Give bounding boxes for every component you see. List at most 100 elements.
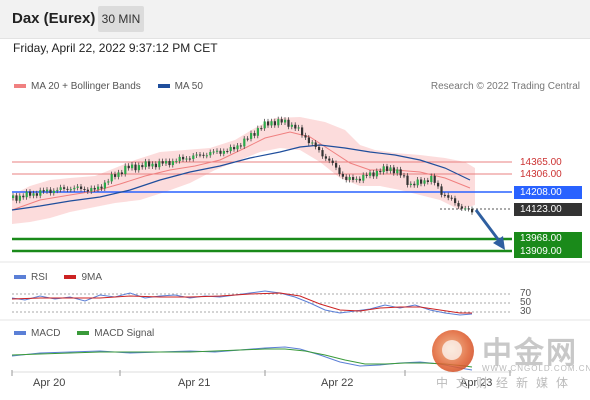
- candle-body: [345, 176, 348, 180]
- rsi-level-label-70: 70: [520, 288, 532, 299]
- candle-body: [304, 135, 307, 138]
- legend-swatch: [64, 275, 77, 280]
- candle-body: [382, 166, 385, 173]
- candle-body: [131, 164, 134, 169]
- candle-body: [423, 180, 426, 184]
- macd-legend: MACD MACD Signal: [14, 328, 168, 339]
- candle-body: [80, 186, 83, 189]
- candle-body: [416, 179, 419, 186]
- rsi-level-label-50: 50: [520, 297, 532, 308]
- x-label-apr21: Apr 21: [178, 377, 211, 389]
- candle-body: [239, 145, 242, 147]
- candle-body: [287, 119, 290, 127]
- candle-body: [83, 188, 86, 190]
- candle-body: [165, 161, 168, 164]
- candle-body: [73, 187, 76, 190]
- candle-body: [372, 172, 375, 177]
- candle-body: [246, 138, 249, 140]
- candle-body: [90, 187, 93, 192]
- candle-body: [355, 178, 358, 180]
- x-label-apr20: Apr 20: [33, 377, 66, 389]
- candle-body: [464, 208, 467, 210]
- candle-body: [297, 127, 300, 129]
- candle-body: [93, 187, 96, 190]
- candle-body: [171, 161, 174, 166]
- candle-body: [168, 161, 171, 166]
- candle-body: [270, 121, 273, 126]
- candle-body: [216, 150, 219, 152]
- candle-body: [260, 128, 263, 130]
- candle-body: [263, 121, 266, 129]
- legend-ma50: MA 50: [157, 81, 203, 92]
- candle-body: [358, 178, 361, 181]
- legend-swatch: [157, 84, 170, 89]
- candle-body: [66, 188, 69, 190]
- legend-label-9ma: 9MA: [81, 272, 103, 283]
- candle-body: [205, 155, 208, 157]
- candle-body: [185, 158, 188, 160]
- candle-body: [151, 163, 154, 167]
- rsi-9ma-line: [11, 292, 472, 314]
- candle-body: [321, 150, 324, 157]
- candle-body: [63, 187, 66, 189]
- candle-body: [25, 191, 28, 198]
- candle-body: [403, 175, 406, 177]
- rsi-legend: RSI 9MA: [14, 272, 116, 283]
- candle-body: [182, 156, 185, 160]
- projection-arrow-head: [493, 236, 505, 250]
- candle-body: [396, 169, 399, 174]
- macd-line: [11, 346, 473, 371]
- legend-swatch: [14, 331, 26, 336]
- candle-body: [175, 161, 178, 163]
- candle-body: [100, 186, 103, 189]
- candle-body: [392, 167, 395, 174]
- timeframe-button[interactable]: 30 MIN: [98, 6, 144, 32]
- legend-swatch: [77, 331, 90, 336]
- candle-body: [195, 154, 198, 156]
- legend-label-macd-signal: MACD Signal: [94, 328, 155, 339]
- price-label-14208: 14208.00: [514, 186, 582, 199]
- legend-label-rsi: RSI: [31, 272, 48, 283]
- candle-body: [134, 164, 137, 171]
- candle-body: [460, 206, 463, 209]
- legend-label: MA 20 + Bollinger Bands: [31, 81, 141, 92]
- candle-body: [311, 142, 314, 144]
- candle-body: [406, 175, 409, 185]
- candle-body: [280, 119, 283, 123]
- candle-body: [324, 156, 327, 159]
- candle-body: [97, 186, 100, 190]
- candle-body: [450, 197, 453, 199]
- candle-body: [192, 155, 195, 160]
- candle-body: [29, 191, 32, 196]
- legend-label-macd: MACD: [31, 328, 61, 339]
- candle-body: [277, 119, 280, 126]
- candle-body: [144, 161, 147, 168]
- x-label-apr22: Apr 22: [321, 377, 354, 389]
- candle-body: [348, 177, 351, 180]
- candle-body: [307, 137, 310, 144]
- instrument-title: Dax (Eurex): [12, 10, 96, 27]
- candle-body: [117, 172, 120, 177]
- candle-body: [69, 189, 72, 191]
- candle-body: [430, 175, 433, 182]
- credit-text: Research © 2022 Trading Central: [430, 81, 580, 92]
- candle-body: [273, 121, 276, 126]
- candle-body: [114, 174, 117, 177]
- candle-body: [409, 183, 412, 185]
- candle-body: [120, 172, 123, 175]
- candle-body: [103, 182, 106, 189]
- candle-body: [314, 142, 317, 147]
- candle-body: [49, 189, 52, 194]
- candle-body: [148, 161, 151, 167]
- candle-body: [222, 150, 225, 154]
- candle-body: [253, 133, 256, 136]
- candle-body: [188, 158, 191, 160]
- candle-body: [59, 187, 62, 190]
- rsi-level-label-30: 30: [520, 306, 532, 317]
- candle-body: [369, 172, 372, 176]
- candle-body: [212, 151, 215, 153]
- candle-body: [250, 133, 253, 139]
- candle-body: [127, 165, 130, 169]
- candle-body: [433, 175, 436, 183]
